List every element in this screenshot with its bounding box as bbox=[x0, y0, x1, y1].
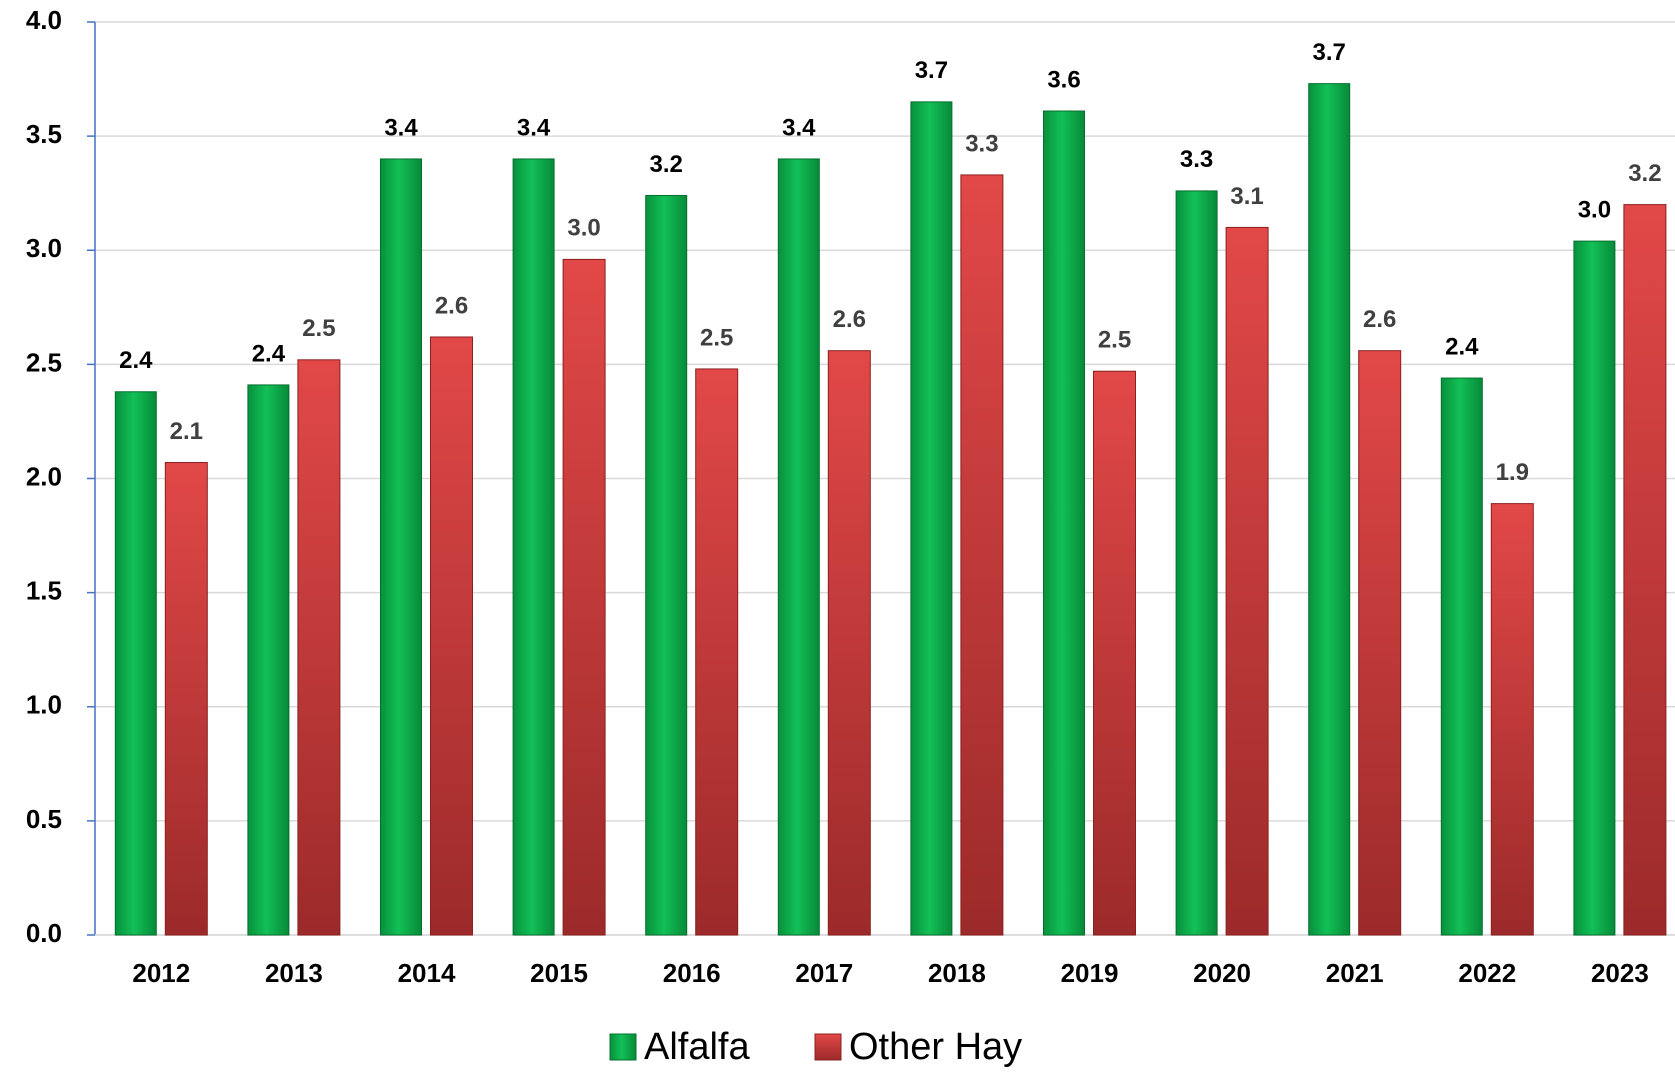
bar bbox=[1440, 377, 1483, 936]
data-label: 3.1 bbox=[1230, 183, 1263, 210]
bar bbox=[1225, 226, 1269, 936]
y-tick-label: 3.0 bbox=[26, 233, 62, 263]
y-tick-label: 2.0 bbox=[26, 461, 62, 491]
bar bbox=[1175, 190, 1218, 936]
bar bbox=[164, 462, 208, 936]
y-tick-label: 4.0 bbox=[26, 5, 62, 35]
x-tick-label: 2013 bbox=[265, 958, 323, 988]
data-label: 3.0 bbox=[567, 215, 600, 242]
y-tick-label: 0.0 bbox=[26, 918, 62, 948]
bar bbox=[297, 359, 341, 936]
data-label: 2.4 bbox=[252, 340, 286, 367]
data-label: 2.5 bbox=[700, 324, 733, 351]
bar bbox=[1093, 370, 1136, 936]
data-label: 3.4 bbox=[384, 114, 418, 141]
data-label: 2.1 bbox=[170, 418, 203, 445]
x-tick-label: 2012 bbox=[132, 958, 190, 988]
bar bbox=[1043, 110, 1085, 936]
x-tick-label: 2023 bbox=[1591, 958, 1649, 988]
bar bbox=[114, 391, 157, 936]
data-label: 3.4 bbox=[517, 114, 551, 141]
data-label: 2.4 bbox=[1445, 333, 1479, 360]
x-tick-label: 2021 bbox=[1326, 958, 1384, 988]
data-label: 3.3 bbox=[965, 130, 998, 157]
y-tick-label: 3.5 bbox=[26, 119, 62, 149]
bar bbox=[910, 101, 953, 936]
y-tick-label: 1.0 bbox=[26, 690, 62, 720]
x-tick-label: 2018 bbox=[928, 958, 986, 988]
data-label: 2.6 bbox=[833, 306, 866, 333]
bar bbox=[1573, 240, 1616, 936]
bar bbox=[960, 174, 1004, 936]
bar bbox=[1308, 83, 1351, 936]
data-label: 3.7 bbox=[915, 57, 948, 84]
bar bbox=[777, 158, 820, 936]
x-tick-label: 2022 bbox=[1458, 958, 1516, 988]
bar bbox=[430, 336, 473, 936]
bar bbox=[695, 368, 739, 936]
data-label: 2.6 bbox=[1363, 306, 1396, 333]
bar bbox=[1623, 204, 1667, 936]
data-label: 3.2 bbox=[1628, 160, 1661, 187]
legend-label: Alfalfa bbox=[644, 1026, 750, 1068]
x-tick-label: 2017 bbox=[795, 958, 853, 988]
x-tick-label: 2016 bbox=[663, 958, 721, 988]
data-label: 3.2 bbox=[650, 151, 683, 178]
data-label: 1.9 bbox=[1496, 459, 1529, 486]
x-tick-label: 2014 bbox=[398, 958, 456, 988]
bar bbox=[512, 158, 555, 936]
bar bbox=[645, 194, 688, 936]
bar bbox=[827, 350, 871, 936]
y-tick-label: 1.5 bbox=[26, 576, 62, 606]
bar bbox=[1490, 503, 1534, 936]
legend-label: Other Hay bbox=[849, 1026, 1022, 1068]
bar bbox=[247, 384, 290, 936]
bar bbox=[1358, 350, 1402, 936]
data-label: 2.4 bbox=[119, 347, 153, 374]
y-tick-label: 0.5 bbox=[26, 804, 62, 834]
y-tick-label: 2.5 bbox=[26, 347, 62, 377]
data-label: 3.7 bbox=[1313, 39, 1346, 66]
x-tick-label: 2020 bbox=[1193, 958, 1251, 988]
data-label: 3.0 bbox=[1578, 196, 1611, 223]
bar bbox=[380, 158, 422, 936]
legend-swatch bbox=[814, 1033, 842, 1061]
x-tick-label: 2019 bbox=[1061, 958, 1119, 988]
data-label: 2.5 bbox=[302, 315, 335, 342]
data-label: 2.5 bbox=[1098, 327, 1131, 354]
legend-swatch bbox=[609, 1033, 637, 1061]
data-label: 3.4 bbox=[782, 114, 816, 141]
data-label: 3.6 bbox=[1047, 66, 1080, 93]
data-label: 2.6 bbox=[435, 292, 468, 319]
bar bbox=[562, 258, 606, 936]
x-tick-label: 2015 bbox=[530, 958, 588, 988]
data-label: 3.3 bbox=[1180, 146, 1213, 173]
